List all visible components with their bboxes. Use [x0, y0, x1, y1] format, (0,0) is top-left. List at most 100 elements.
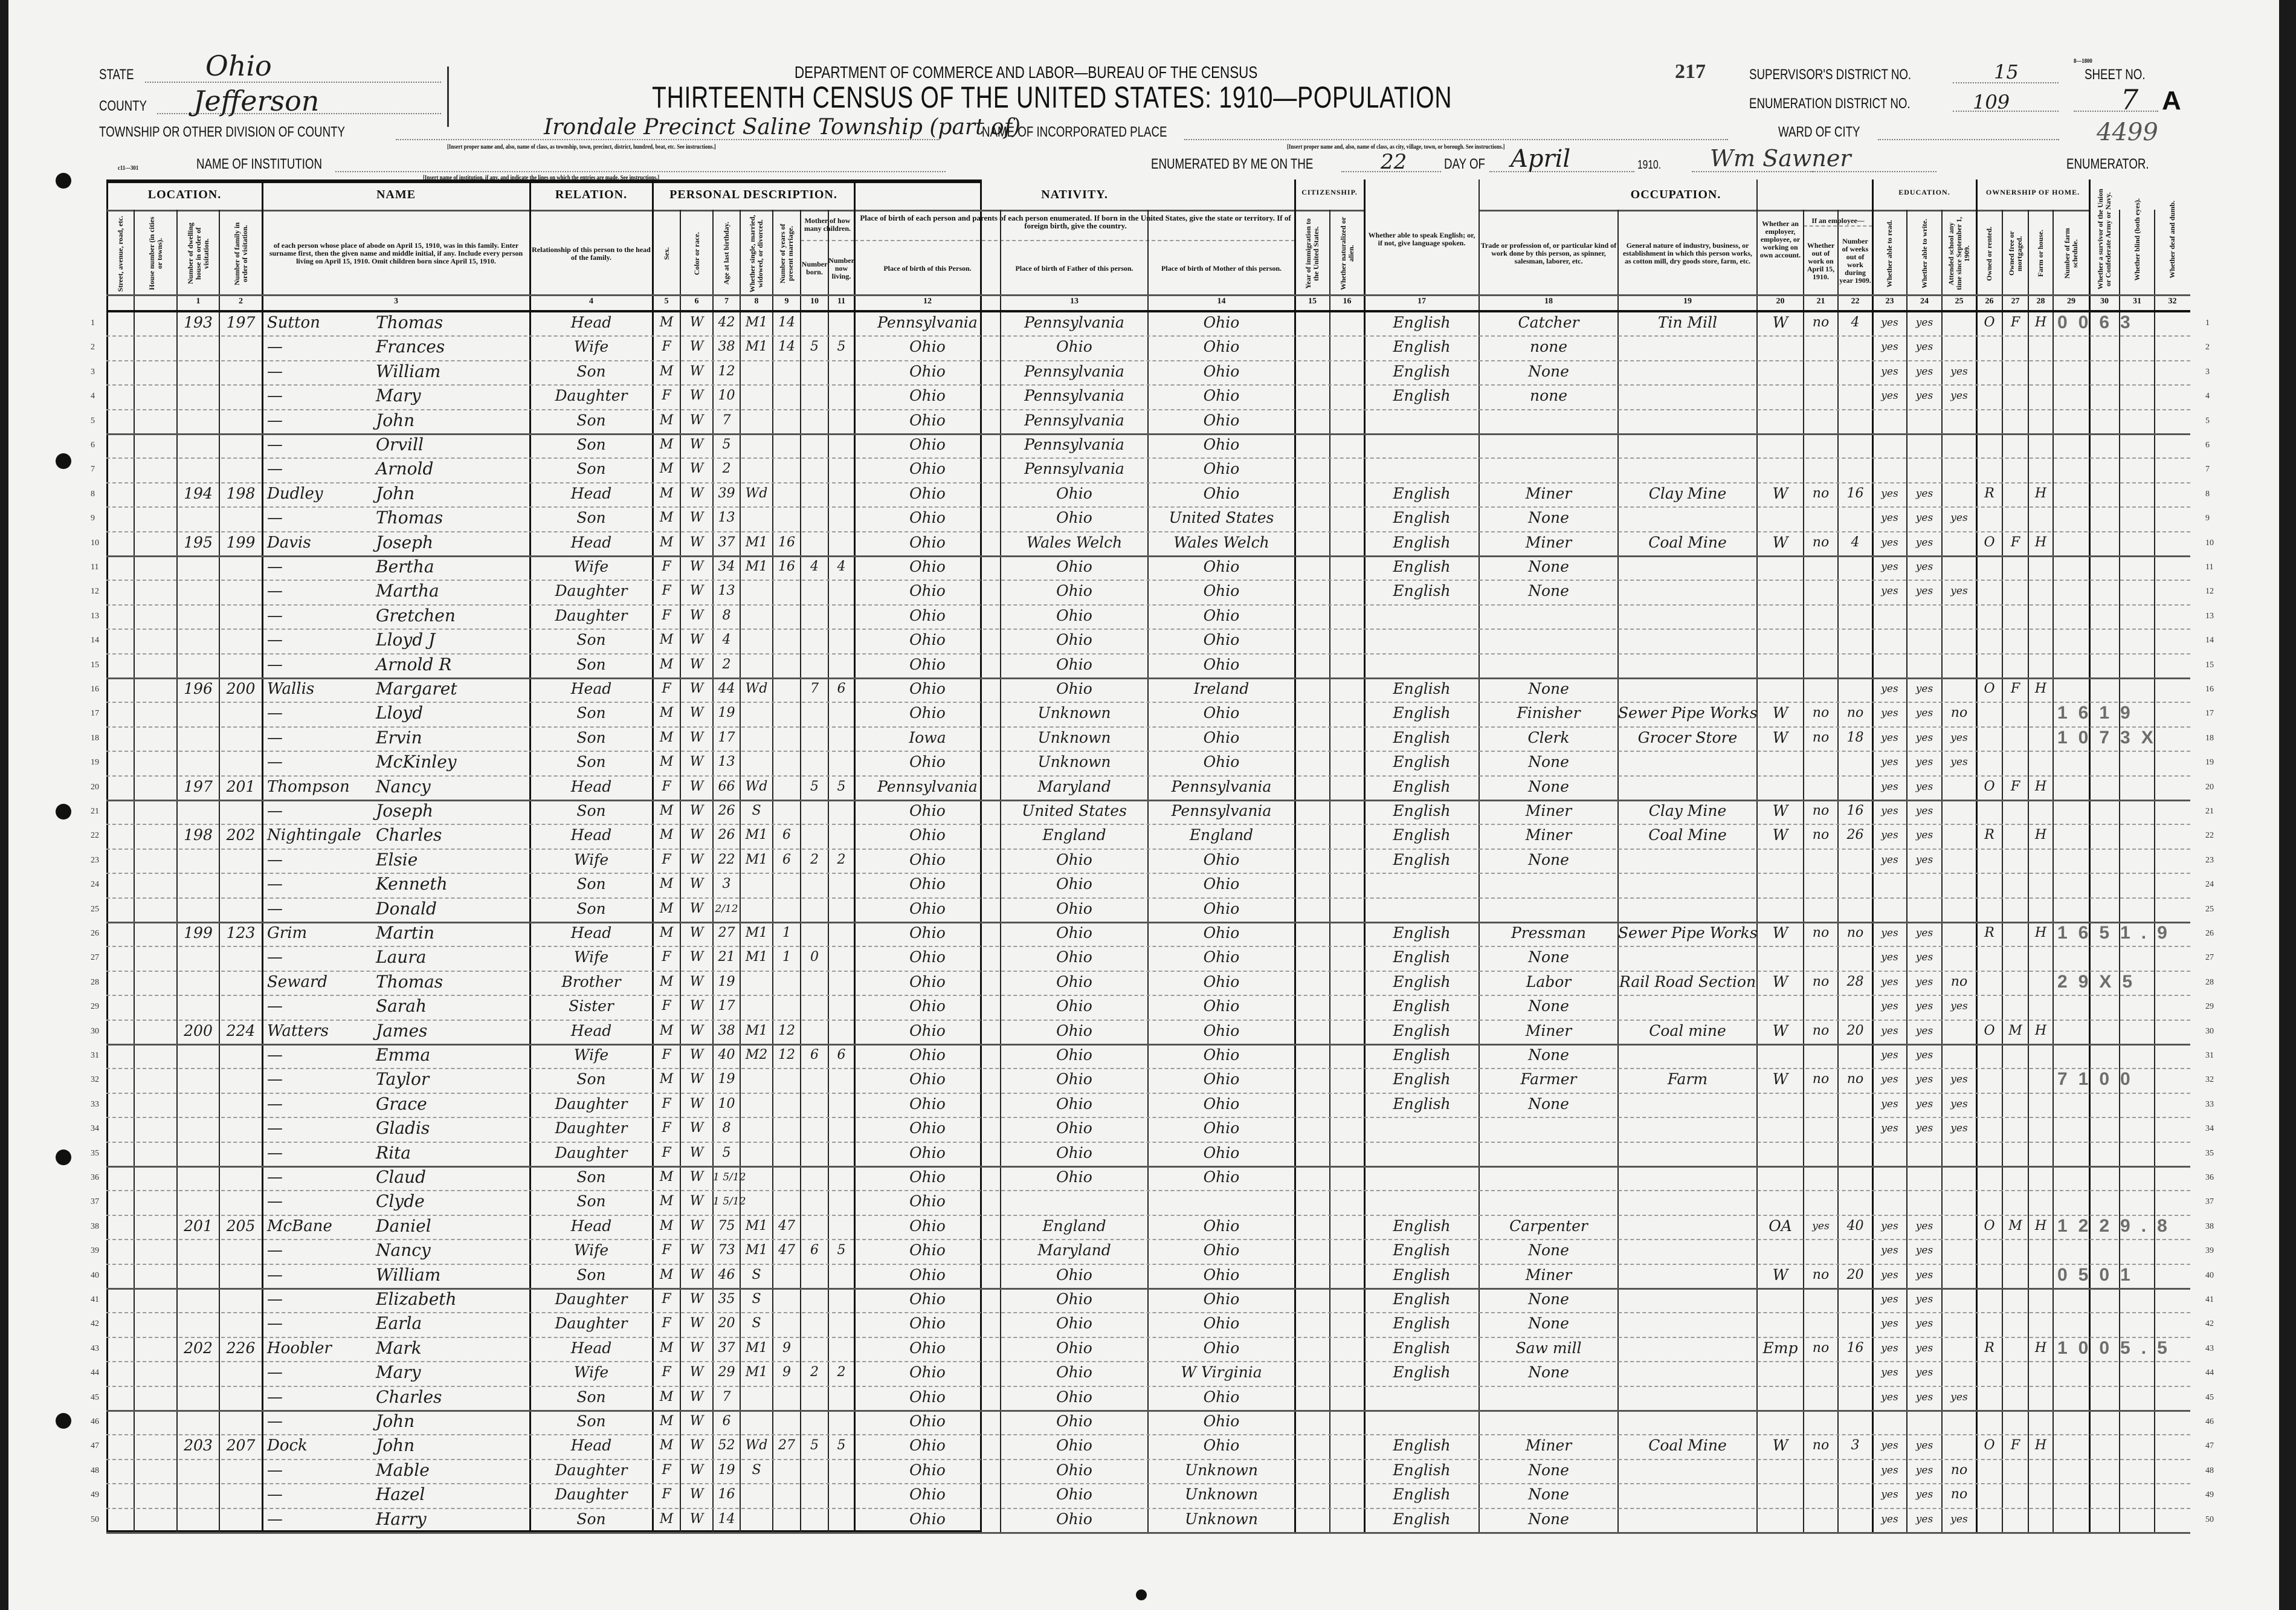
line-number-left: 8	[91, 489, 95, 499]
cell-sex: M	[659, 827, 674, 843]
line-number-right: 33	[2205, 1099, 2214, 1109]
cell-race: W	[689, 778, 704, 794]
row-rule	[106, 1263, 2190, 1265]
cell-race: W	[689, 1169, 704, 1185]
cell-language: English	[1393, 1094, 1451, 1113]
cell-marital: M1	[745, 339, 768, 355]
cell-sex: M	[659, 729, 674, 745]
cell-race: W	[689, 705, 704, 721]
cell-relation: Son	[576, 631, 606, 649]
line-number-right: 36	[2205, 1173, 2214, 1182]
column-header-text: Whether out of work on April 15, 1910.	[1807, 241, 1835, 281]
cell-write: yes	[1915, 731, 1933, 744]
cell-born: 6	[810, 1243, 819, 1258]
column-header-text: Color or race.	[692, 231, 701, 276]
cell-father-birthplace: Ohio	[1056, 997, 1092, 1015]
cell-birthplace: Ohio	[909, 875, 946, 893]
surname: —	[267, 1290, 283, 1308]
cell-language: English	[1393, 1241, 1451, 1259]
line-number-right: 23	[2205, 855, 2214, 865]
column-number: 11	[837, 297, 846, 306]
row-rule	[106, 1190, 2190, 1192]
cell-mother-birthplace: Ohio	[1203, 314, 1240, 331]
cell-trade: None	[1528, 1461, 1569, 1479]
cell-age: 5	[722, 437, 731, 452]
cell-age: 19	[718, 1072, 735, 1087]
cell-age: 42	[718, 315, 735, 330]
cell-mother-birthplace: United States	[1169, 509, 1274, 527]
nativity-note: Place of birth of each person and parent…	[860, 213, 1291, 230]
column-divider	[712, 210, 714, 1533]
cell-mother-birthplace: Ohio	[1203, 582, 1240, 600]
cell-relation: Daughter	[555, 1461, 628, 1479]
surname: —	[267, 704, 283, 723]
column-header-text: Number of farm schedule.	[2063, 228, 2079, 279]
given-name: Martha	[376, 581, 439, 601]
cell-out-of-work: no	[1812, 827, 1830, 843]
given-name: Ervin	[376, 727, 422, 748]
bracket	[447, 66, 449, 127]
cell-read: yes	[1881, 1293, 1898, 1305]
binder-hole	[56, 1149, 71, 1165]
township-line	[396, 139, 940, 140]
surname: —	[267, 509, 283, 528]
cell-language: English	[1393, 1070, 1451, 1088]
cell-industry: Coal Mine	[1648, 533, 1727, 551]
enumerator-line	[1692, 171, 1813, 172]
line-number-left: 14	[91, 636, 99, 645]
column-header-text: Attended school any time since September…	[1947, 216, 1971, 291]
cell-read: yes	[1881, 975, 1898, 988]
enumerator-signature: Wm Sawner	[1710, 145, 1851, 172]
line-number-right: 13	[2205, 611, 2214, 621]
line-number-left: 25	[91, 904, 99, 914]
cell-father-birthplace: Ohio	[1056, 1461, 1092, 1479]
cell-marital: M1	[745, 1243, 768, 1258]
cell-mother-birthplace: Ireland	[1193, 680, 1250, 697]
line-number-left: 12	[91, 587, 99, 596]
line-number-right: 50	[2205, 1515, 2214, 1524]
cell-write: yes	[1915, 341, 1933, 354]
line-number-left: 4	[91, 392, 95, 401]
cell-sex: M	[659, 1023, 674, 1038]
cell-father-birthplace: Ohio	[1056, 972, 1092, 991]
given-name: Martin	[376, 923, 434, 943]
cell-birthplace: Ohio	[909, 1314, 946, 1333]
cell-family: 205	[226, 1217, 256, 1235]
cell-mother-birthplace: Ohio	[1203, 972, 1240, 991]
given-name: Donald	[376, 898, 437, 919]
cell-mother-birthplace: Ohio	[1203, 1046, 1240, 1064]
line-number-right: 11	[2205, 563, 2214, 572]
cell-born: 5	[810, 1438, 819, 1453]
cell-mother-birthplace: Ohio	[1203, 1241, 1240, 1259]
cell-birthplace: Ohio	[909, 826, 946, 844]
cell-race: W	[689, 1047, 704, 1062]
column-header-text: Number of dwelling house in order of vis…	[185, 222, 210, 285]
cell-weeks-out: 20	[1846, 1023, 1864, 1038]
cell-birthplace: Ohio	[909, 1486, 946, 1504]
cell-language: English	[1393, 924, 1451, 942]
cell-relation: Wife	[573, 1241, 609, 1259]
cell-race: W	[689, 827, 704, 843]
cell-father-birthplace: Ohio	[1056, 1363, 1092, 1382]
cell-birthplace: Ohio	[909, 1241, 946, 1259]
cell-family: 199	[226, 533, 256, 551]
cell-trade: Miner	[1525, 826, 1572, 844]
given-name: Nancy	[376, 776, 431, 797]
given-name: Mary	[376, 386, 421, 406]
column-header-text: Relationship of this person to the head …	[532, 245, 651, 262]
row-rule	[106, 1458, 2190, 1460]
cell-read: yes	[1881, 365, 1898, 378]
line-number-left: 20	[91, 782, 99, 792]
line-number-left: 6	[91, 441, 95, 450]
cell-birthplace: Ohio	[909, 850, 946, 868]
cell-write: yes	[1915, 683, 1933, 695]
cell-race: W	[689, 1218, 704, 1233]
cell-birthplace: Ohio	[909, 802, 946, 820]
line-number-right: 27	[2205, 953, 2214, 963]
cell-relation: Wife	[573, 1046, 609, 1064]
cell-marital: M1	[745, 1023, 768, 1038]
column-header-employer-class: Whether an employer, employee, or workin…	[1757, 184, 1804, 294]
cell-race: W	[689, 485, 704, 501]
cell-race: W	[689, 1072, 704, 1087]
cell-race: W	[689, 754, 704, 770]
